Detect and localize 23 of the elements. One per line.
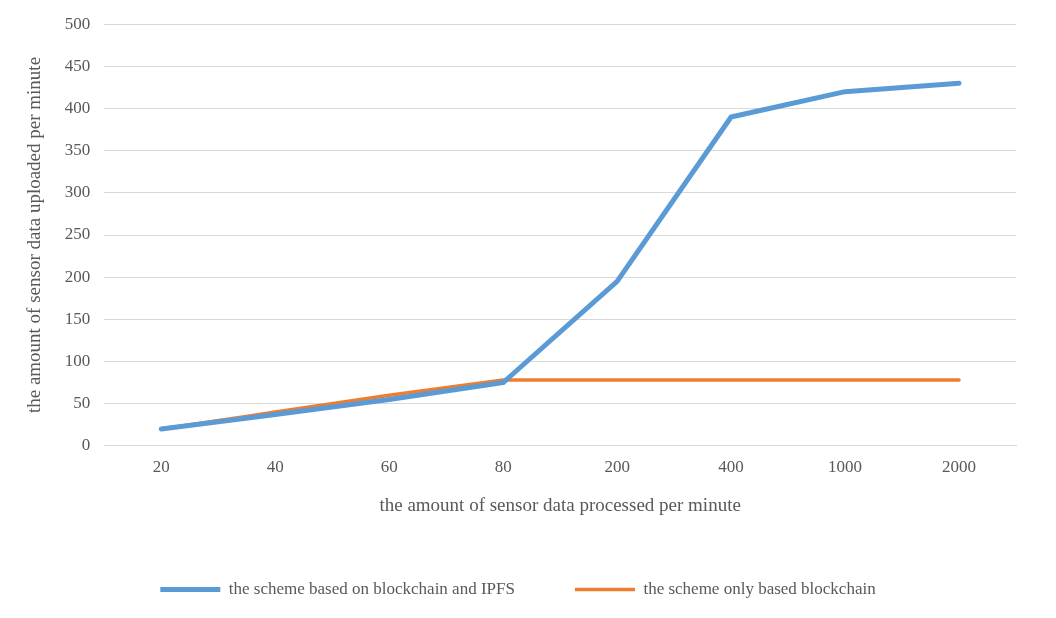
y-tick-label: 400: [64, 97, 91, 117]
x-tick-label: 1000: [828, 457, 863, 477]
x-tick-label: 400: [718, 457, 744, 477]
x-tick-label: 20: [152, 457, 170, 477]
legend-label: the scheme only based blockchain: [643, 578, 877, 598]
y-tick-label: 300: [64, 182, 91, 202]
legend-label: the scheme based on blockchain and IPFS: [228, 578, 515, 598]
x-tick-label: 2000: [942, 457, 977, 477]
y-tick-label: 150: [64, 308, 91, 328]
x-tick-label: 60: [380, 457, 398, 477]
y-tick-label: 200: [64, 266, 91, 286]
x-axis-title: the amount of sensor data processed per minute: [379, 493, 741, 515]
x-tick-label: 200: [604, 457, 630, 477]
y-tick-label: 350: [64, 140, 91, 160]
y-tick-label: 500: [64, 13, 91, 33]
x-tick-label: 80: [494, 457, 512, 477]
y-tick-label: 0: [81, 435, 91, 455]
y-tick-label: 250: [64, 224, 91, 244]
x-tick-label: 40: [266, 457, 284, 477]
y-tick-label: 450: [64, 55, 91, 75]
y-axis-title: the amount of sensor data uploaded per minute: [23, 56, 45, 414]
y-tick-label: 50: [73, 393, 91, 413]
y-tick-label: 100: [64, 350, 91, 370]
